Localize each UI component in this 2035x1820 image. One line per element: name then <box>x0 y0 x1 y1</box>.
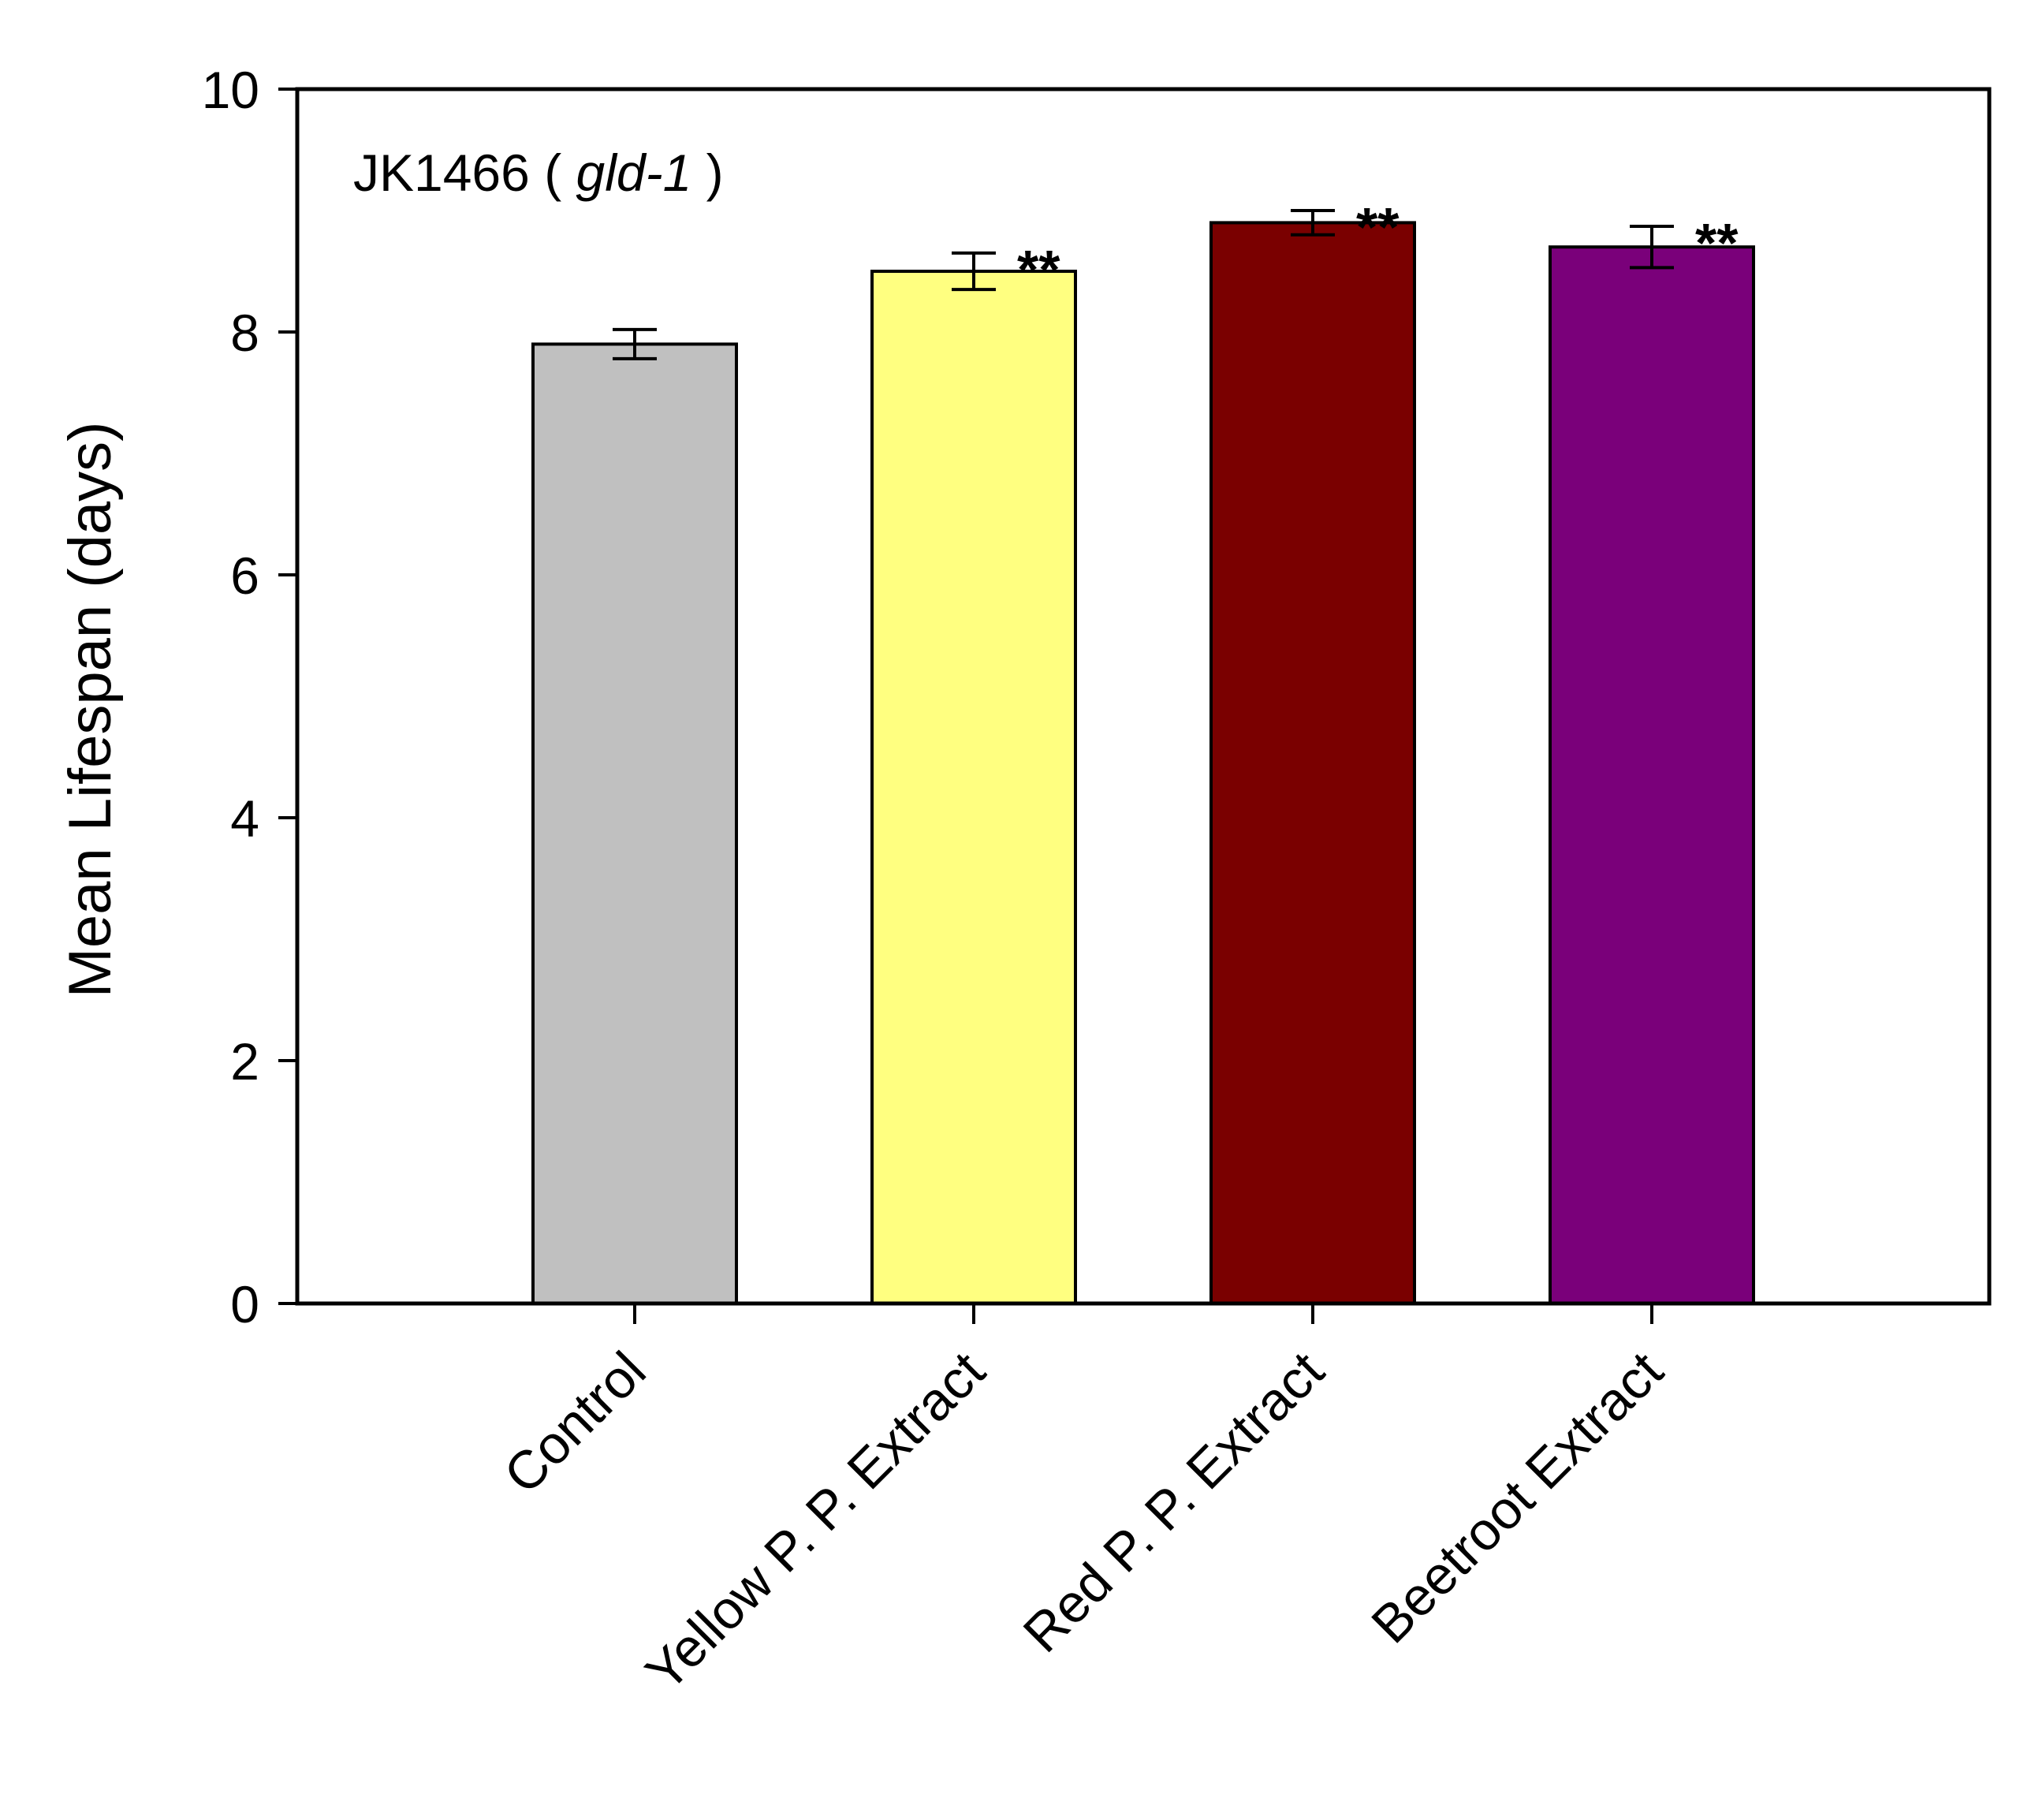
error-bars-layer <box>613 209 1674 360</box>
y-tick-label: 2 <box>230 1032 259 1091</box>
y-tick-label: 10 <box>202 61 259 119</box>
significance-marker: ** <box>1695 212 1739 274</box>
bar <box>531 342 738 1305</box>
significance-layer: ** ** ** <box>1017 196 1739 300</box>
x-tick-label: Red P. P. Extract <box>1012 1341 1335 1664</box>
y-tick-label: 4 <box>230 789 259 848</box>
strain-name: JK1466 <box>353 144 530 202</box>
plot-frame <box>295 87 1992 1306</box>
significance-marker: ** <box>1356 196 1400 258</box>
gene-name: gld-1 <box>576 144 692 202</box>
x-tick-label: Control <box>493 1341 658 1505</box>
strain-paren-close: ) <box>706 144 724 202</box>
y-tick-label: 6 <box>230 546 259 605</box>
x-tick-label: Beetroot Extract <box>1360 1341 1675 1655</box>
y-axis: 0 2 4 6 8 10 <box>202 61 297 1333</box>
bar <box>1549 245 1755 1306</box>
y-axis-label: Mean Lifespan (days) <box>57 422 124 998</box>
y-tick-label: 8 <box>230 304 259 362</box>
strain-paren-open: ( <box>544 144 561 202</box>
bar <box>1209 221 1416 1305</box>
strain-annotation: JK1466 ( gld-1 ) <box>353 144 724 202</box>
bars-layer <box>531 221 1755 1306</box>
x-tick-label: Yellow P. P. Extract <box>634 1341 996 1703</box>
significance-marker: ** <box>1017 239 1060 300</box>
y-tick-label: 0 <box>230 1275 259 1333</box>
bar <box>870 270 1077 1305</box>
